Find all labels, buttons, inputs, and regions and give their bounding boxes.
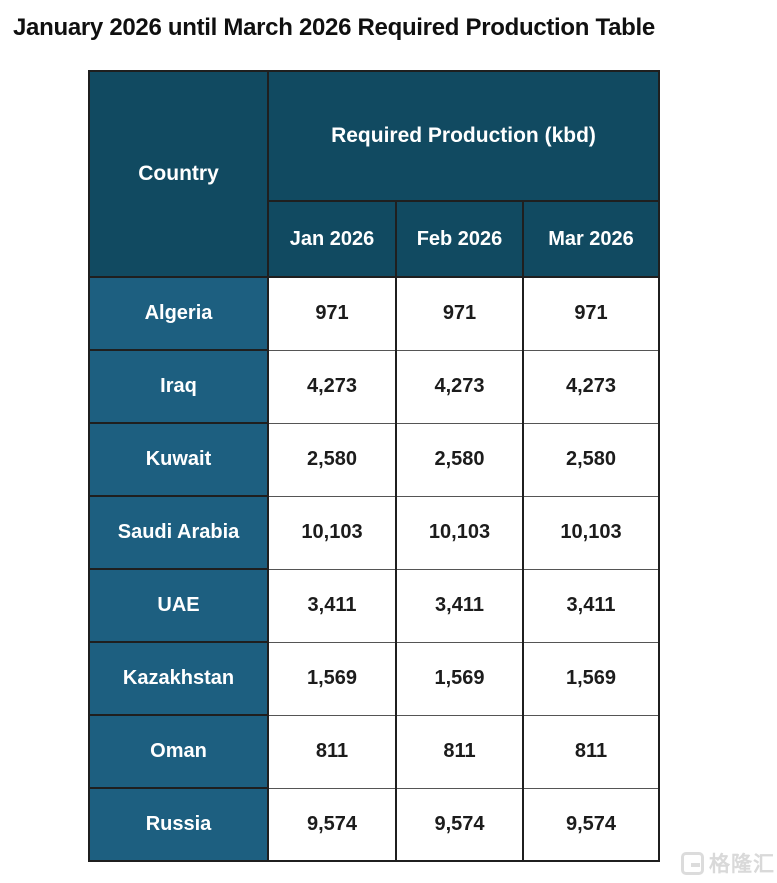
month-header-feb-2026: Feb 2026 xyxy=(395,200,524,278)
value-cell: 4,273 xyxy=(395,349,524,424)
country-column-header: Country xyxy=(88,70,269,278)
value-cell: 10,103 xyxy=(522,495,660,570)
value-cell: 971 xyxy=(267,276,397,351)
table-row-russia: Russia 9,574 9,574 9,574 xyxy=(88,787,660,862)
value-cell: 3,411 xyxy=(267,568,397,643)
country-cell: Kazakhstan xyxy=(88,641,269,716)
table-row-kazakhstan: Kazakhstan 1,569 1,569 1,569 xyxy=(88,641,660,716)
table-row-uae: UAE 3,411 3,411 3,411 xyxy=(88,568,660,643)
value-cell: 9,574 xyxy=(267,787,397,862)
country-cell: Algeria xyxy=(88,276,269,351)
value-cell: 4,273 xyxy=(522,349,660,424)
country-cell: Kuwait xyxy=(88,422,269,497)
production-table: Country Required Production (kbd) Jan 20… xyxy=(88,70,660,862)
value-cell: 811 xyxy=(395,714,524,789)
value-cell: 9,574 xyxy=(395,787,524,862)
value-cell: 3,411 xyxy=(522,568,660,643)
page-title: January 2026 until March 2026 Required P… xyxy=(13,14,655,41)
country-cell: Iraq xyxy=(88,349,269,424)
table-row-oman: Oman 811 811 811 xyxy=(88,714,660,789)
country-cell: Russia xyxy=(88,787,269,862)
value-cell: 2,580 xyxy=(395,422,524,497)
country-cell: Oman xyxy=(88,714,269,789)
table-row-algeria: Algeria 971 971 971 xyxy=(88,276,660,351)
month-header-jan-2026: Jan 2026 xyxy=(267,200,397,278)
value-cell: 10,103 xyxy=(395,495,524,570)
country-cell: UAE xyxy=(88,568,269,643)
gelonghui-watermark: 格隆汇 xyxy=(681,848,775,878)
table-row-iraq: Iraq 4,273 4,273 4,273 xyxy=(88,349,660,424)
country-cell: Saudi Arabia xyxy=(88,495,269,570)
value-cell: 1,569 xyxy=(522,641,660,716)
required-production-group-header: Required Production (kbd) xyxy=(267,70,660,202)
value-cell: 10,103 xyxy=(267,495,397,570)
gelonghui-logo-icon xyxy=(681,851,704,875)
table-row-kuwait: Kuwait 2,580 2,580 2,580 xyxy=(88,422,660,497)
month-header-row: Jan 2026 Feb 2026 Mar 2026 xyxy=(89,200,660,278)
value-cell: 1,569 xyxy=(395,641,524,716)
value-cell: 2,580 xyxy=(267,422,397,497)
month-header-mar-2026: Mar 2026 xyxy=(522,200,660,278)
value-cell: 1,569 xyxy=(267,641,397,716)
group-header-row: Country Required Production (kbd) xyxy=(88,70,660,278)
value-cell: 2,580 xyxy=(522,422,660,497)
table-row-saudi-arabia: Saudi Arabia 10,103 10,103 10,103 xyxy=(88,495,660,570)
value-cell: 3,411 xyxy=(395,568,524,643)
watermark-brand-text: 格隆汇 xyxy=(709,852,775,876)
value-cell: 9,574 xyxy=(522,787,660,862)
value-cell: 811 xyxy=(267,714,397,789)
value-cell: 971 xyxy=(395,276,524,351)
value-cell: 971 xyxy=(522,276,660,351)
value-cell: 4,273 xyxy=(267,349,397,424)
value-cell: 811 xyxy=(522,714,660,789)
